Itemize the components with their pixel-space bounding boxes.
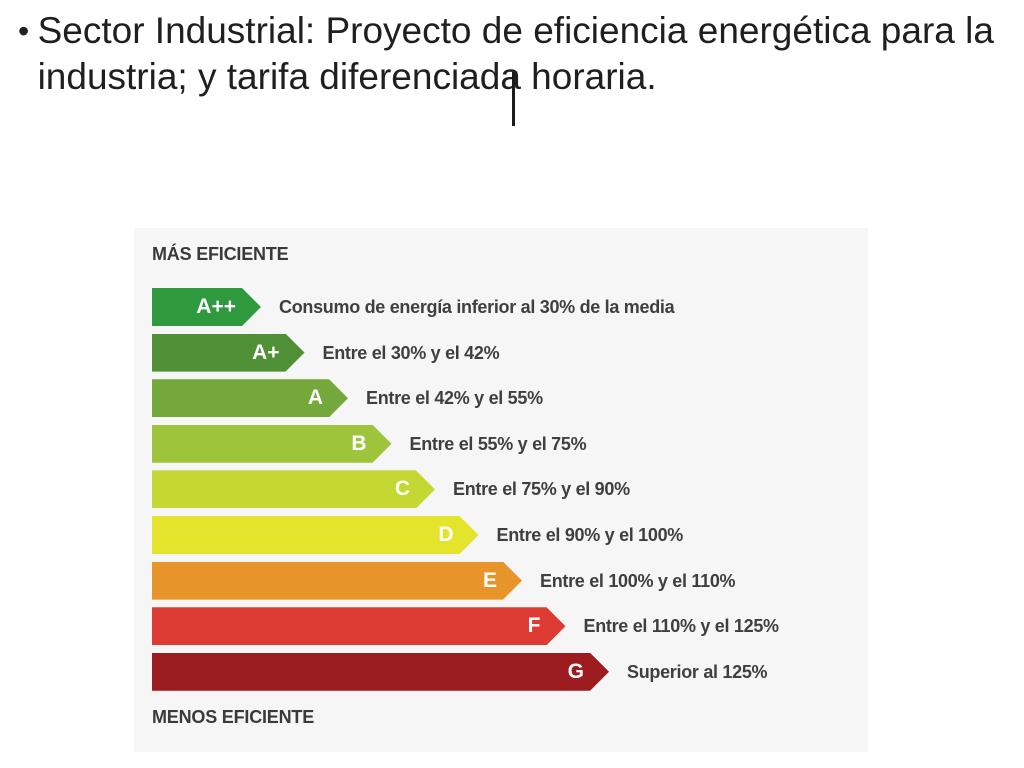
energy-class-arrow [152,333,305,372]
energy-class-arrow [152,607,566,646]
energy-class-letter: A++ [196,295,236,318]
energy-class-description: Entre el 42% y el 55% [366,388,543,409]
energy-class-arrow [152,424,392,463]
energy-class-arrow [152,379,348,418]
energy-class-letter: C [394,477,410,501]
energy-class-arrow [152,652,609,691]
energy-class-letter: A [307,386,323,410]
energy-class-description: Consumo de energía inferior al 30% de la… [279,297,675,317]
energy-class-arrow [152,470,435,509]
energy-class-letter: E [482,568,497,592]
bullet-text[interactable]: Sector Industrial: Proyecto de eficienci… [37,10,994,97]
slide-bullet: • Sector Industrial: Proyecto de eficien… [18,8,1008,100]
energy-class-description: Entre el 30% y el 42% [322,342,500,363]
energy-class-arrow [152,516,479,554]
energy-class-letter: F [527,614,541,638]
most-efficient-label: MÁS EFICIENTE [152,244,289,264]
energy-class-letter: D [438,523,454,546]
energy-class-arrow [152,288,261,326]
energy-class-description: Entre el 55% y el 75% [409,433,587,454]
energy-class-letter: A+ [252,340,280,364]
energy-class-letter: G [567,659,584,683]
energy-class-description: Entre el 75% y el 90% [453,479,630,500]
text-cursor [512,72,515,126]
energy-class-description: Superior al 125% [627,661,768,682]
energy-efficiency-label: MÁS EFICIENTE A++ Consumo de energía infe… [134,228,868,752]
energy-class-arrow [152,561,522,600]
least-efficient-label: MENOS EFICIENTE [152,707,315,727]
bullet-dot: • [18,13,30,49]
energy-class-description: Entre el 100% y el 110% [540,570,736,591]
energy-class-letter: B [351,431,367,455]
energy-class-description: Entre el 110% y el 125% [583,616,780,637]
energy-class-description: Entre el 90% y el 100% [496,525,684,545]
